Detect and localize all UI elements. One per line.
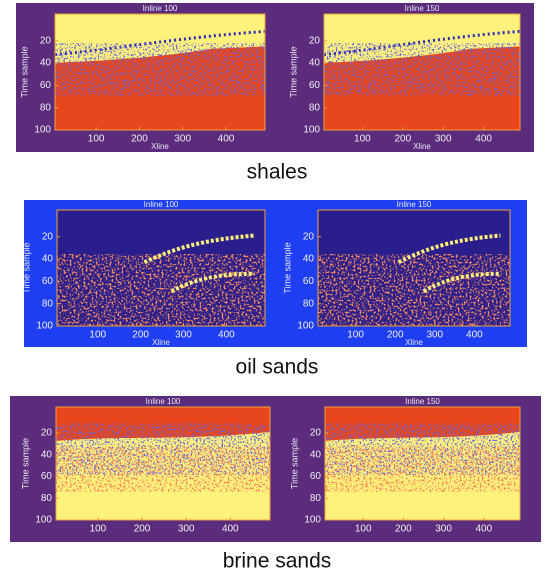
panel: Inline 100 Time sample 20 40 60 80 100 100 200 30… (21, 200, 527, 379)
image-region (318, 254, 510, 326)
x-tick-label: 100 (355, 524, 372, 535)
x-tick-label: 300 (174, 134, 191, 145)
x-tick-label: 100 (89, 330, 106, 341)
panel-caption: brine sands (223, 550, 332, 573)
plot-frame (323, 13, 521, 131)
panel-caption: oil sands (236, 356, 319, 379)
x-tick-label: 100 (347, 330, 364, 341)
y-tick-label: 20 (303, 231, 315, 242)
y-tick-label: 100 (34, 125, 51, 136)
plot-frame (55, 406, 271, 521)
y-tick-label: 60 (42, 276, 54, 287)
image-region (56, 446, 270, 492)
y-tick-label: 100 (297, 321, 314, 332)
image-region (57, 254, 265, 326)
plot-title: Inline 150 (405, 4, 440, 13)
plot-frame (54, 13, 266, 131)
y-axis-label: Time sample (288, 46, 298, 97)
x-tick-label: 200 (131, 134, 148, 145)
plot-frame (56, 209, 266, 327)
y-tick-label: 100 (303, 125, 320, 136)
y-tick-label: 20 (309, 35, 321, 46)
x-tick-label: 200 (387, 330, 404, 341)
x-tick-label: 200 (395, 524, 412, 535)
y-tick-label: 20 (41, 428, 53, 439)
y-tick-label: 80 (41, 493, 53, 504)
y-axis-label: Time sample (20, 438, 30, 489)
x-axis-label: Xline (405, 338, 423, 347)
x-axis-label: Xline (151, 142, 169, 151)
image-region (397, 233, 501, 264)
plot-title: Inline 150 (405, 397, 440, 406)
y-tick-label: 60 (303, 276, 315, 287)
x-tick-label: 300 (435, 524, 452, 535)
y-tick-label: 80 (309, 102, 321, 113)
plot-title: Inline 100 (143, 4, 178, 13)
plot-title: Inline 100 (146, 397, 181, 406)
y-tick-label: 40 (42, 254, 54, 265)
x-tick-label: 200 (394, 134, 411, 145)
x-tick-label: 100 (90, 524, 107, 535)
image-region (55, 43, 265, 96)
y-tick-label: 40 (41, 449, 53, 460)
x-axis-label: Xline (152, 338, 170, 347)
y-tick-label: 40 (309, 58, 321, 69)
y-axis-label: Time sample (19, 46, 29, 97)
image-region (325, 446, 520, 492)
y-tick-label: 20 (42, 231, 54, 242)
y-tick-label: 80 (42, 298, 54, 309)
x-tick-label: 100 (354, 134, 371, 145)
y-tick-label: 60 (40, 80, 52, 91)
y-tick-label: 60 (41, 471, 53, 482)
x-tick-label: 200 (132, 330, 149, 341)
y-tick-label: 40 (310, 449, 322, 460)
y-tick-label: 80 (310, 493, 322, 504)
y-tick-label: 80 (303, 298, 315, 309)
y-tick-label: 60 (309, 80, 321, 91)
x-tick-label: 400 (218, 330, 235, 341)
x-tick-label: 300 (426, 330, 443, 341)
y-tick-label: 100 (36, 321, 53, 332)
image-region (324, 43, 520, 96)
y-axis-label: Time sample (282, 242, 292, 293)
x-tick-label: 300 (175, 330, 192, 341)
x-tick-label: 300 (435, 134, 452, 145)
image-region (422, 271, 501, 293)
y-tick-label: 80 (40, 102, 52, 113)
image-region (170, 271, 255, 293)
y-tick-label: 20 (40, 35, 52, 46)
y-tick-label: 20 (310, 428, 322, 439)
x-tick-label: 400 (475, 524, 492, 535)
x-tick-label: 400 (466, 330, 483, 341)
plot-title: Inline 100 (144, 200, 179, 209)
y-tick-label: 100 (35, 515, 52, 526)
panel-caption: shales (247, 161, 308, 184)
y-tick-label: 60 (310, 471, 322, 482)
panel: Inline 100 Time sample 20 40 60 80 100 100 200 30… (10, 396, 541, 573)
image-region (54, 29, 266, 57)
x-tick-label: 100 (88, 134, 105, 145)
plot-title: Inline 150 (397, 200, 432, 209)
y-tick-label: 40 (40, 58, 52, 69)
x-tick-label: 400 (475, 134, 492, 145)
image-region (143, 233, 255, 265)
y-axis-label: Time sample (289, 438, 299, 489)
x-tick-label: 300 (178, 524, 195, 535)
x-tick-label: 200 (134, 524, 151, 535)
x-axis-label: Xline (413, 142, 431, 151)
y-axis-label: Time sample (21, 242, 31, 293)
x-tick-label: 400 (222, 524, 239, 535)
x-tick-label: 400 (218, 134, 235, 145)
y-tick-label: 40 (303, 254, 315, 265)
y-tick-label: 100 (304, 515, 321, 526)
plot-frame (317, 209, 511, 327)
panel: Inline 100 Time sample 20 40 60 80 100 100 200 30… (16, 3, 534, 184)
plot-frame (324, 406, 521, 521)
